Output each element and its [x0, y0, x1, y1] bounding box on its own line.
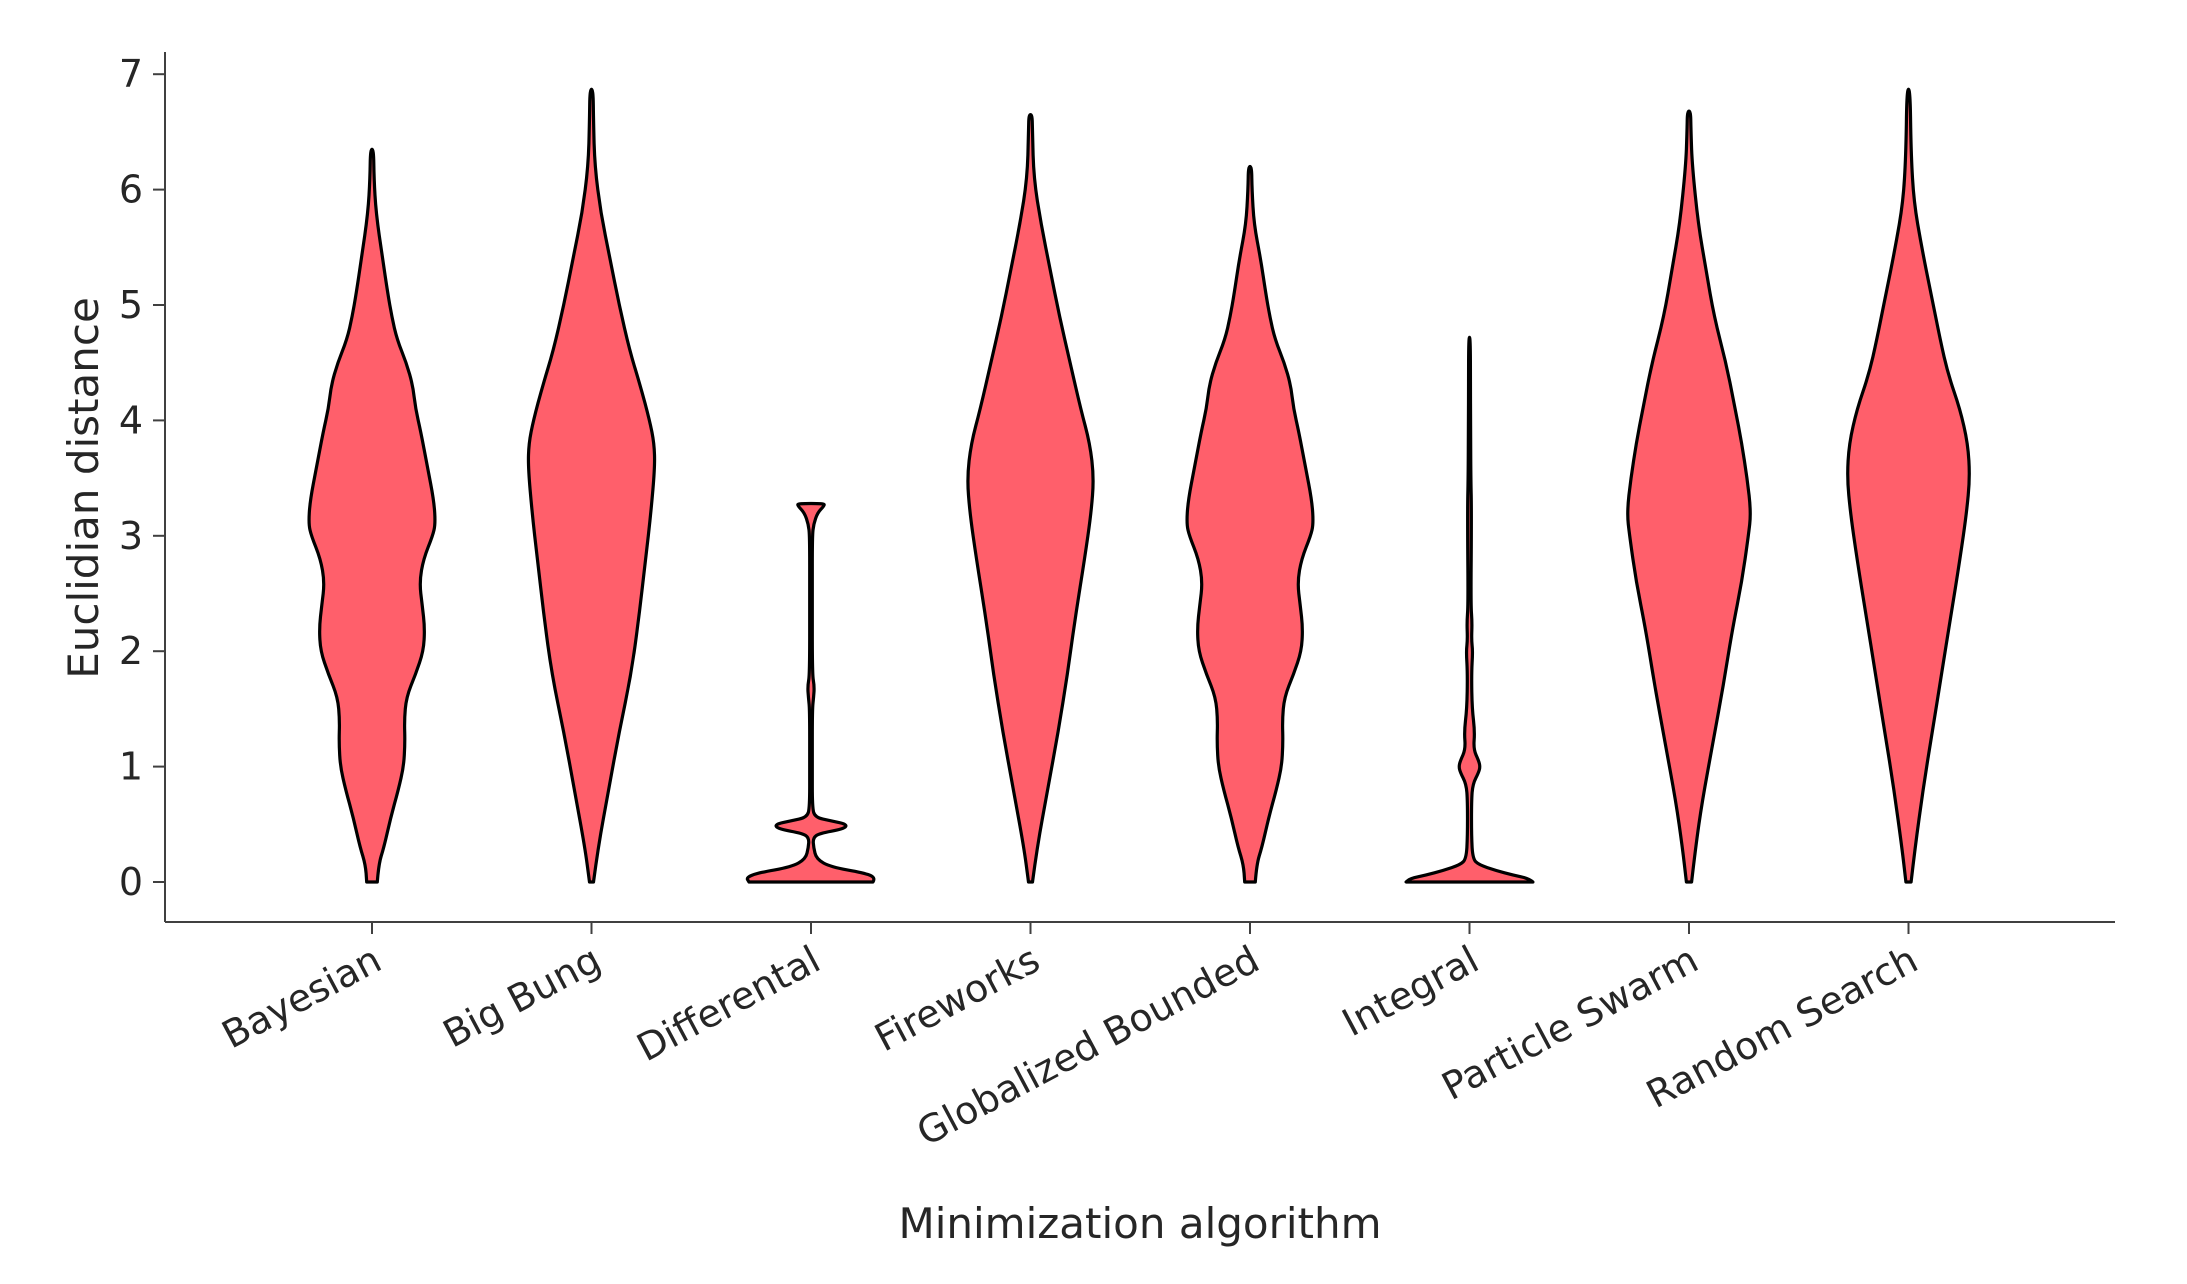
violin-fireworks — [966, 113, 1095, 884]
violin-bayesian — [307, 147, 437, 884]
y-tick-label: 7 — [119, 52, 143, 96]
violin-differental — [745, 501, 876, 884]
x-axis-title: Minimization algorithm — [898, 1199, 1381, 1248]
y-tick-label: 2 — [119, 629, 143, 673]
y-tick-label: 4 — [119, 398, 143, 442]
y-tick-label: 1 — [119, 745, 143, 789]
violin-globalized-bounded — [1185, 164, 1315, 884]
x-tick-label: Integral — [1335, 937, 1486, 1045]
x-tick-label: Differental — [630, 937, 828, 1070]
y-tick-label: 5 — [119, 283, 143, 327]
y-tick-label: 0 — [119, 860, 143, 904]
y-tick-label: 3 — [119, 514, 143, 558]
axes — [164, 52, 2115, 923]
y-ticks: 0 1 2 3 4 5 6 7 — [119, 52, 165, 904]
x-ticks: Bayesian Big Bung Differental FireworksGlob… — [215, 922, 1925, 1155]
x-tick-label: Big Bung — [436, 937, 608, 1056]
x-tick-label: Bayesian — [215, 937, 388, 1057]
violin-group — [307, 87, 1971, 884]
violin-random-search — [1846, 87, 1971, 884]
violin-big-bung — [526, 87, 657, 884]
y-axis-title: Euclidian distance — [59, 297, 108, 679]
violin-particle-swarm — [1626, 109, 1752, 884]
y-tick-label: 6 — [119, 168, 143, 212]
violin-integral — [1404, 335, 1535, 884]
x-tick-label: Fireworks — [868, 937, 1047, 1060]
